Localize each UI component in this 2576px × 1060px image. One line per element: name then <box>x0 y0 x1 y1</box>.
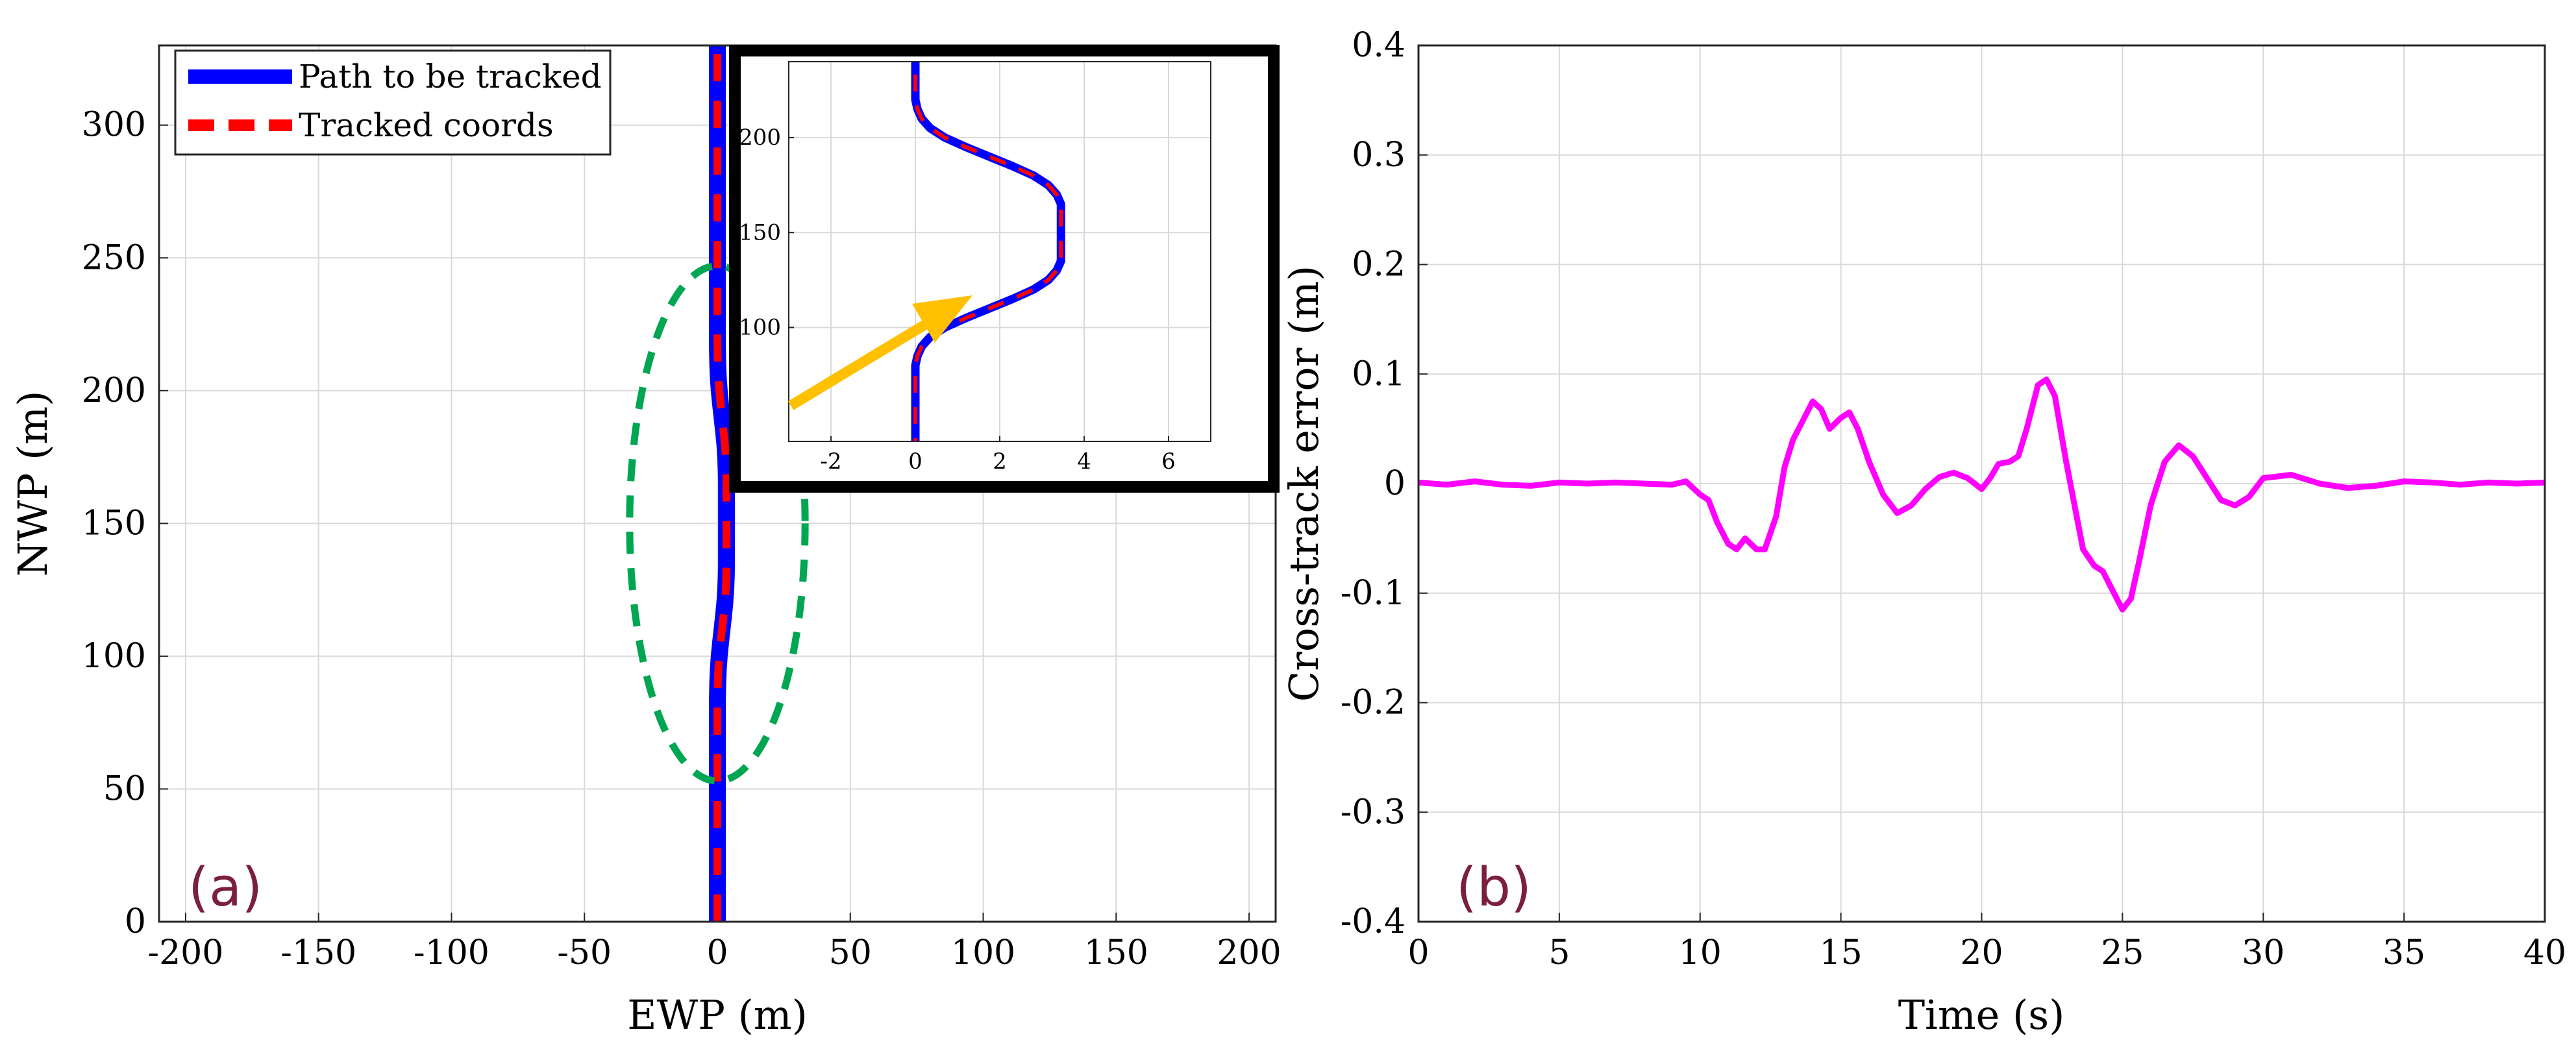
x-axis-label-a: EWP (m) <box>627 991 808 1039</box>
y-tick-label: -0.3 <box>1341 793 1406 832</box>
y-tick-label: 0 <box>125 902 146 941</box>
tick-labels-a: -200 -150 -100 -50 0 50 100 150 200 0 50 100 150 200 2… <box>82 106 1282 972</box>
legend: Path to be tracked Tracked coords <box>174 49 612 156</box>
x-tick-label: 200 <box>1217 933 1281 972</box>
y-tick-label: 150 <box>739 219 781 245</box>
y-tick-label: 0.2 <box>1352 245 1406 284</box>
y-tick-label: 0.4 <box>1352 26 1406 65</box>
y-tick-label: 50 <box>103 769 146 808</box>
chart-panel-b: 0 5 10 15 20 25 30 35 40 -0.4 -0.3 -0.2 -0.1 0 0.1 0.2 0… <box>1280 26 2566 1039</box>
arrow-shaft <box>787 320 928 410</box>
tick-labels-b: 0 5 10 15 20 25 30 35 40 -0.4 -0.3 -0.2 -0.1 0 0.1 0.2 0… <box>1341 26 2566 972</box>
series-layer-a <box>709 45 736 922</box>
x-tick-label: 25 <box>2101 933 2144 972</box>
x-tick-label: -150 <box>280 933 356 972</box>
inset-chart: -2 0 2 4 6 100 150 200 <box>729 45 1280 493</box>
x-tick-label: 150 <box>1084 933 1148 972</box>
y-tick-label: 0.1 <box>1352 354 1406 393</box>
x-tick-label: 40 <box>2523 933 2566 972</box>
inset-axes-box <box>788 61 1211 442</box>
x-tick-label: 0 <box>1407 933 1429 972</box>
panel-label-a: (a) <box>188 857 262 918</box>
inset-tick-labels: -2 0 2 4 6 100 150 200 <box>739 125 1176 475</box>
legend-label-path: Path to be tracked <box>299 58 602 95</box>
legend-box <box>174 49 612 156</box>
y-tick-label: 200 <box>82 371 146 410</box>
y-tick-label: 0.3 <box>1352 136 1406 175</box>
series-tracked-coords <box>713 45 731 922</box>
x-tick-label: 50 <box>829 933 872 972</box>
x-tick-label: -50 <box>557 933 612 972</box>
series-cross-track-error <box>1418 376 2545 613</box>
y-tick-label: 100 <box>739 315 781 341</box>
panel-label-b: (b) <box>1456 857 1531 918</box>
x-tick-label: -200 <box>148 933 224 972</box>
arrow-head <box>912 295 972 343</box>
y-tick-label: 300 <box>82 106 146 145</box>
highlight-arrow <box>787 295 972 410</box>
x-tick-label: 100 <box>951 933 1015 972</box>
x-tick-label: 0 <box>908 449 923 475</box>
x-tick-label: 20 <box>1960 933 2003 972</box>
chart-panel-a: -200 -150 -100 -50 0 50 100 150 200 0 50 100 150 200 2… <box>9 44 1282 1039</box>
x-tick-label: 35 <box>2383 933 2425 972</box>
y-tick-label: -0.2 <box>1341 684 1406 722</box>
annotation-layer-a <box>626 262 809 785</box>
y-axis-label-b: Cross-track error (m) <box>1280 265 1328 702</box>
series-layer-b <box>1418 376 2545 613</box>
x-tick-label: -100 <box>414 933 489 972</box>
y-tick-label: -0.1 <box>1341 574 1406 613</box>
x-tick-label: 0 <box>706 933 728 972</box>
axes-box-b <box>1417 44 2546 923</box>
x-tick-label: -2 <box>820 449 841 475</box>
y-tick-label: 100 <box>82 637 146 676</box>
x-tick-label: 5 <box>1548 933 1570 972</box>
x-tick-label: 2 <box>993 449 1007 475</box>
y-tick-label: 200 <box>739 125 781 151</box>
y-tick-label: 0 <box>1384 464 1406 503</box>
x-tick-label: 15 <box>1820 933 1863 972</box>
x-tick-label: 4 <box>1077 449 1091 475</box>
y-tick-label: 250 <box>82 238 146 277</box>
y-tick-label: -0.4 <box>1341 902 1406 941</box>
x-axis-label-b: Time (s) <box>1898 991 2065 1039</box>
y-tick-label: 150 <box>82 504 146 543</box>
x-tick-label: 10 <box>1679 933 1722 972</box>
legend-label-tracked: Tracked coords <box>299 106 554 144</box>
highlight-ellipse <box>626 262 809 785</box>
x-tick-label: 30 <box>2242 933 2285 972</box>
x-tick-label: 6 <box>1161 449 1176 475</box>
y-axis-label-a: NWP (m) <box>9 391 56 577</box>
